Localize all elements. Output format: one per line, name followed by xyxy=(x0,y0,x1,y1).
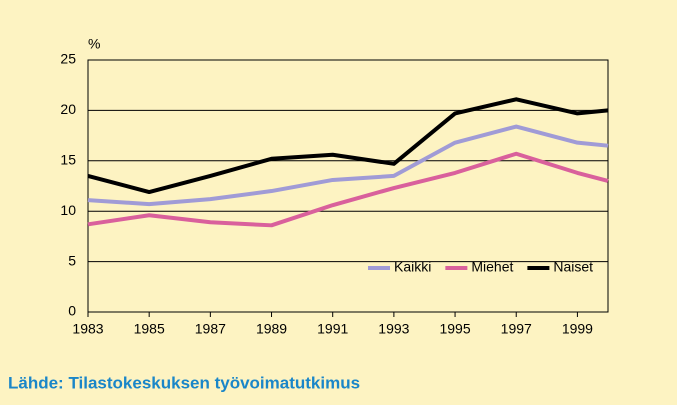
x-tick-label: 1997 xyxy=(501,321,532,337)
y-axis-label: % xyxy=(88,36,100,52)
line xyxy=(87,97,609,195)
y-tick-label: 5 xyxy=(68,252,76,268)
y-tick-label: 20 xyxy=(60,101,76,117)
x-tick-label: 1987 xyxy=(195,321,226,337)
y-tick-label: 0 xyxy=(68,303,76,319)
source: Lähde: Tilastokeskuksen työvoimatutkimus xyxy=(8,373,360,392)
plot-frame xyxy=(87,59,609,313)
y-tick-label: 15 xyxy=(60,152,76,168)
y-tick-label: 10 xyxy=(60,202,76,218)
legend-label: Kaikki xyxy=(394,259,431,275)
legend-label: Naiset xyxy=(553,259,593,275)
y-tick-label: 25 xyxy=(60,51,76,67)
line xyxy=(87,124,609,207)
x-tick-label: 1983 xyxy=(72,321,103,337)
legend-label: Miehet xyxy=(471,259,513,275)
x-tick-label: 1999 xyxy=(562,321,593,337)
x-tick-label: 1995 xyxy=(439,321,470,337)
x-tick-label: 1985 xyxy=(134,321,165,337)
x-tick-label: 1993 xyxy=(378,321,409,337)
x-tick-label: 1989 xyxy=(256,321,287,337)
x-tick-label: 1991 xyxy=(317,321,348,337)
line xyxy=(87,151,609,228)
